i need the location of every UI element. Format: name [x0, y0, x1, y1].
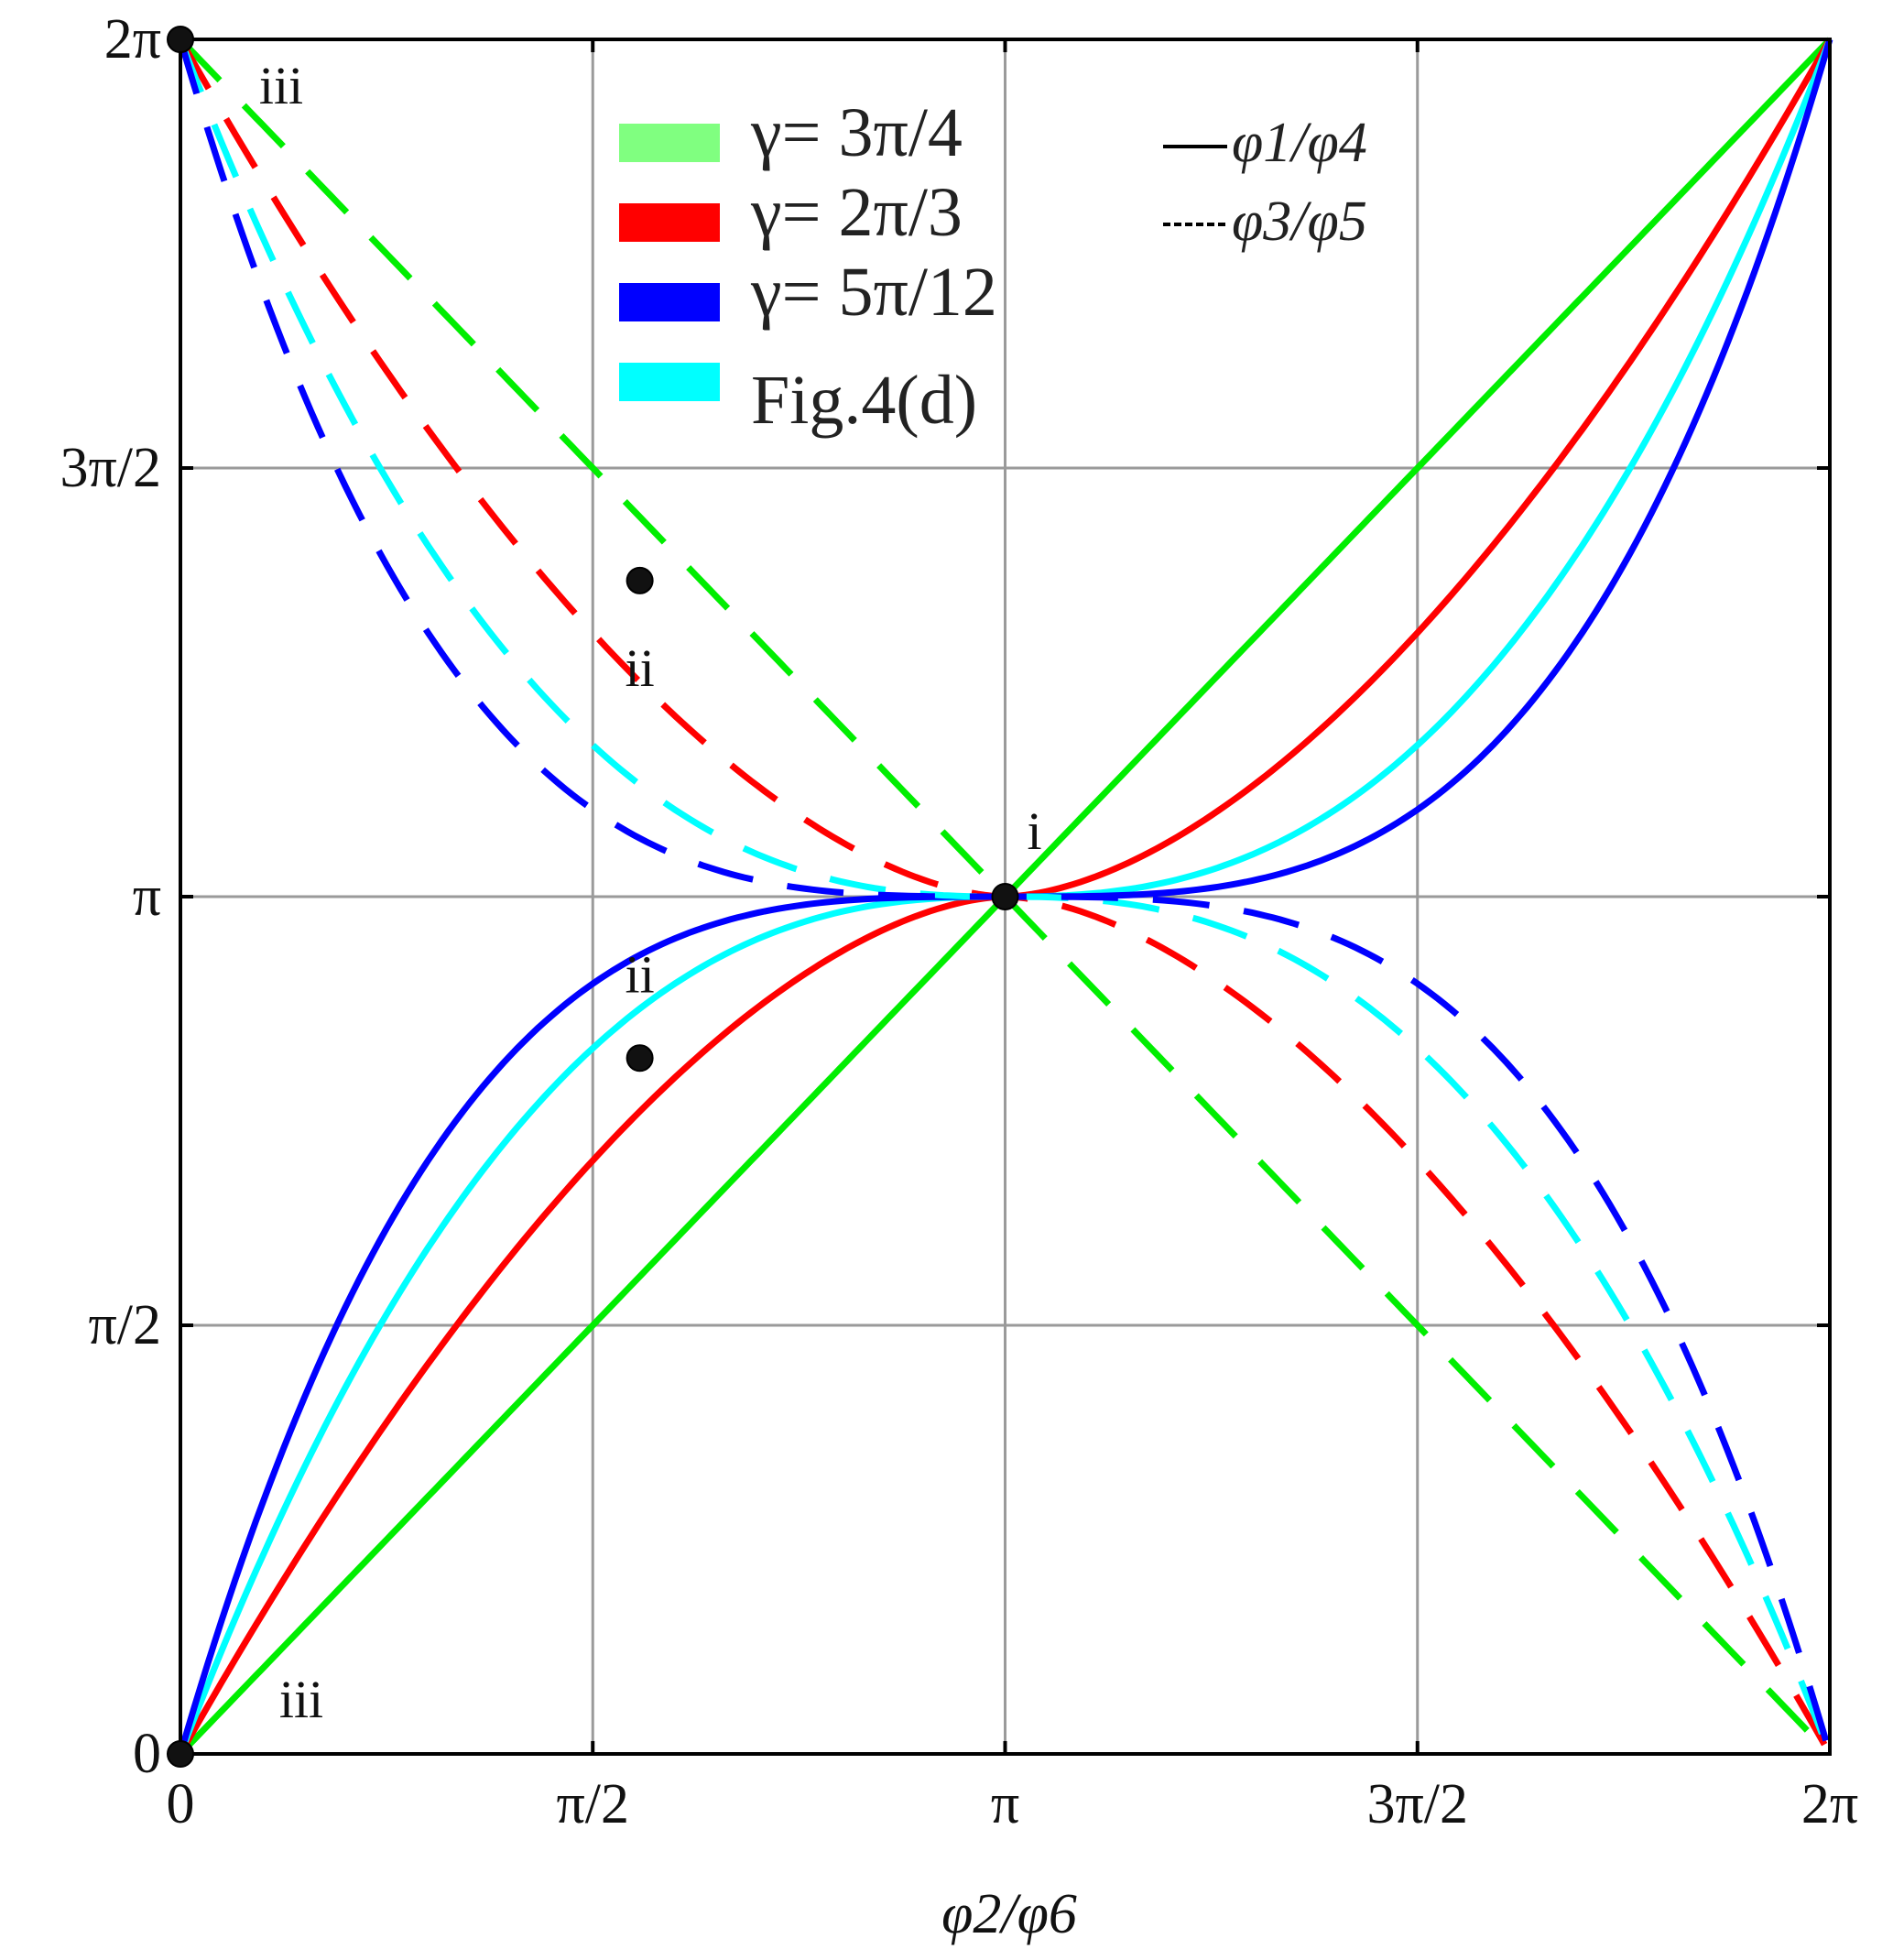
x-axis-label: φ2/φ6 [941, 1883, 1077, 1945]
axis-ticks: 0 π/2 π 3π/2 2π 0 π/2 π 3π/2 2π [60, 8, 1858, 1835]
y-tick-label: 3π/2 [60, 437, 161, 499]
x-tick-label: 2π [1801, 1773, 1858, 1835]
y-tick-label: 2π [104, 8, 161, 71]
x-tick-label: π [991, 1773, 1019, 1835]
legend-label-gamma-3pi4: γ= 3π/4 [750, 94, 963, 171]
legend-swatch-gamma-2pi3 [619, 203, 720, 242]
legend-dashed-style-label: φ3/φ5 [1232, 191, 1367, 253]
y-tick-label: 0 [133, 1723, 161, 1785]
x-tick-label: 0 [167, 1773, 195, 1835]
legend-label-gamma-5pi12: γ= 5π/12 [750, 254, 997, 331]
marker-point [167, 26, 194, 53]
legend-solid-style-label: φ1/φ4 [1232, 112, 1367, 174]
marker-label: ii [625, 638, 654, 698]
legend-swatch-gamma-5pi12 [619, 283, 720, 321]
y-tick-label: π [133, 866, 161, 928]
marker-label: ii [625, 944, 654, 1004]
series-line-phi3-phi5-6 [177, 38, 1833, 1756]
legend-label-gamma-2pi3: γ= 2π/3 [750, 174, 963, 251]
x-tick-label: π/2 [556, 1773, 629, 1835]
marker-point [991, 883, 1019, 910]
marker-point [167, 1740, 194, 1768]
legend: γ= 3π/4 γ= 2π/3 γ= 5π/12 Fig.4(d) φ1/φ4 … [619, 94, 1367, 439]
legend-label-fig4d: Fig.4(d) [751, 362, 977, 439]
y-tick-label: π/2 [88, 1294, 161, 1356]
x-tick-label: 3π/2 [1366, 1773, 1468, 1835]
marker-label: iii [259, 56, 303, 115]
marker-point [626, 1044, 654, 1073]
legend-swatch-gamma-3pi4 [619, 124, 720, 162]
legend-swatch-fig4d [619, 363, 720, 401]
marker-label: i [1027, 801, 1041, 861]
marker-point [626, 566, 654, 594]
series-line-phi3-phi5-4 [178, 37, 1833, 1757]
marker-label: iii [279, 1670, 323, 1729]
